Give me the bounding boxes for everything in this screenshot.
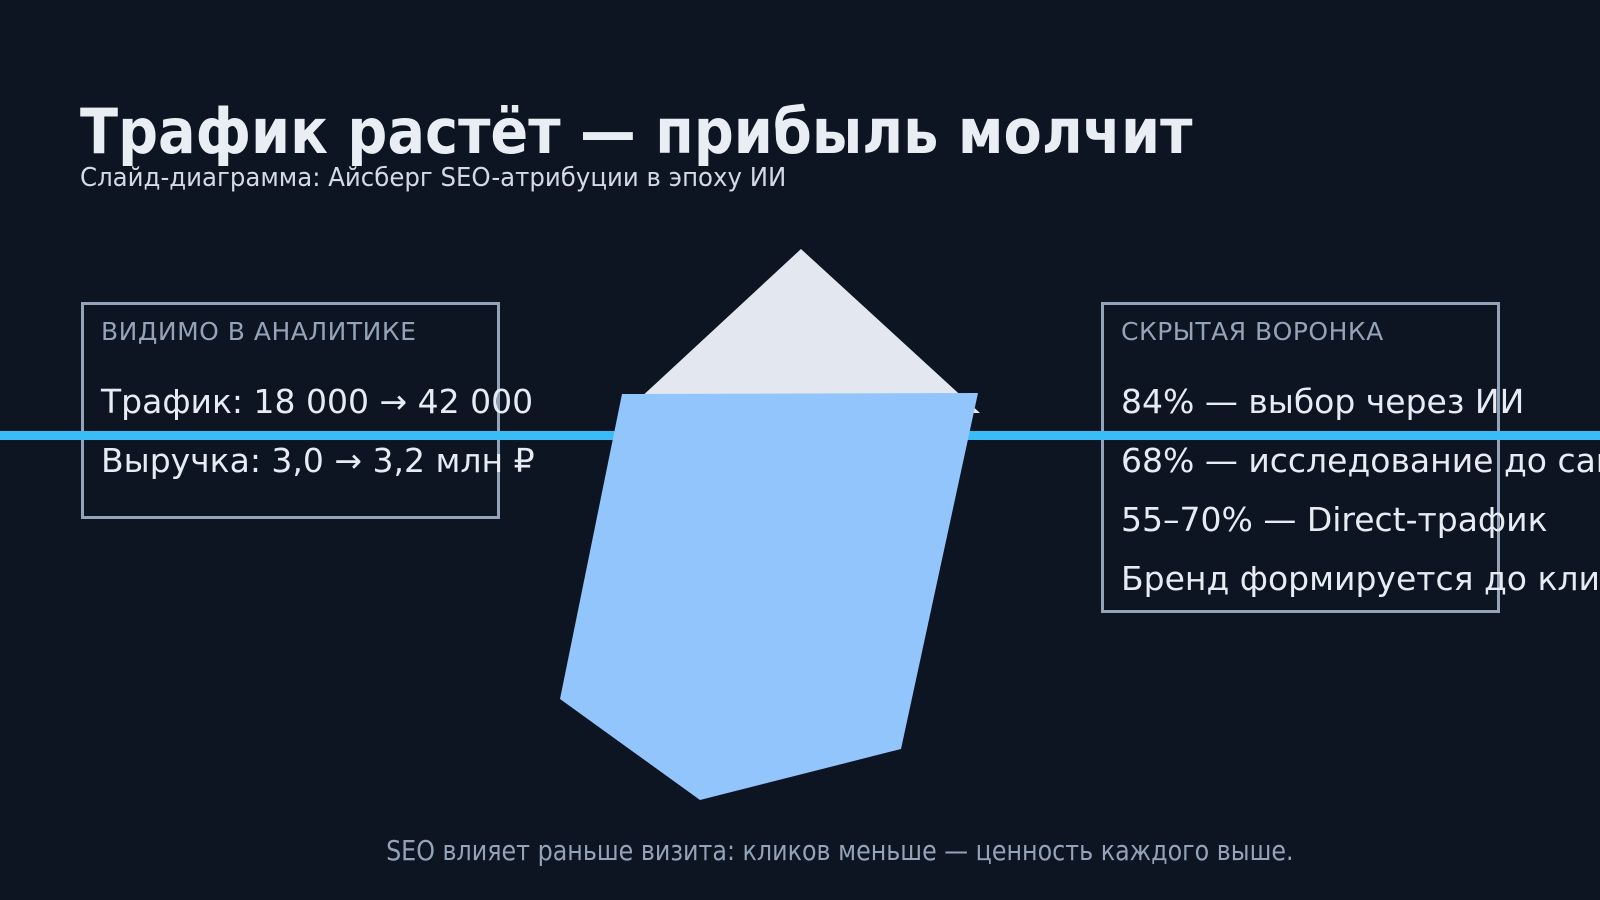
hidden-funnel-panel-header: СКРЫТАЯ ВОРОНКА (1121, 317, 1384, 346)
stat-row-revenue: Выручка: 3,0 → 3,2 млн ₽ (101, 441, 535, 480)
iceberg-underwater-shape (560, 393, 978, 800)
footer: SEO влияет раньше визита: кликов меньше … (80, 834, 1600, 868)
visible-analytics-panel: ВИДИМО В АНАЛИТИКЕ Трафик: 18 000 → 42 0… (81, 302, 535, 519)
page-subtitle: Слайд-диаграмма: Айсберг SEO-атрибуции в… (80, 163, 787, 193)
stat-row-traffic: Трафик: 18 000 → 42 000 (101, 382, 534, 421)
footer-note: SEO влияет раньше визита: кликов меньше … (386, 834, 1294, 867)
stat-row-direct-traffic: 55–70% — Direct-трафик (1121, 500, 1548, 539)
hidden-funnel-panel: СКРЫТАЯ ВОРОНКА 84% — выбор через ИИ 68%… (1101, 302, 1600, 613)
stat-row-research: 68% — исследование до сайта (1121, 441, 1600, 480)
waterline (0, 431, 1600, 440)
stat-row-brand: Бренд формируется до клика (1121, 559, 1600, 598)
hidden-funnel-rows: 84% — выбор через ИИ 68% — исследование … (1121, 372, 1600, 608)
visible-analytics-panel-header: ВИДИМО В АНАЛИТИКЕ (101, 317, 417, 346)
page-title: Трафик растёт — прибыль молчит (80, 94, 1193, 168)
stat-row-ai-choice: 84% — выбор через ИИ (1121, 382, 1525, 421)
visible-analytics-rows: Трафик: 18 000 → 42 000 Выручка: 3,0 → 3… (101, 372, 535, 490)
iceberg-tip-shape (624, 249, 980, 413)
